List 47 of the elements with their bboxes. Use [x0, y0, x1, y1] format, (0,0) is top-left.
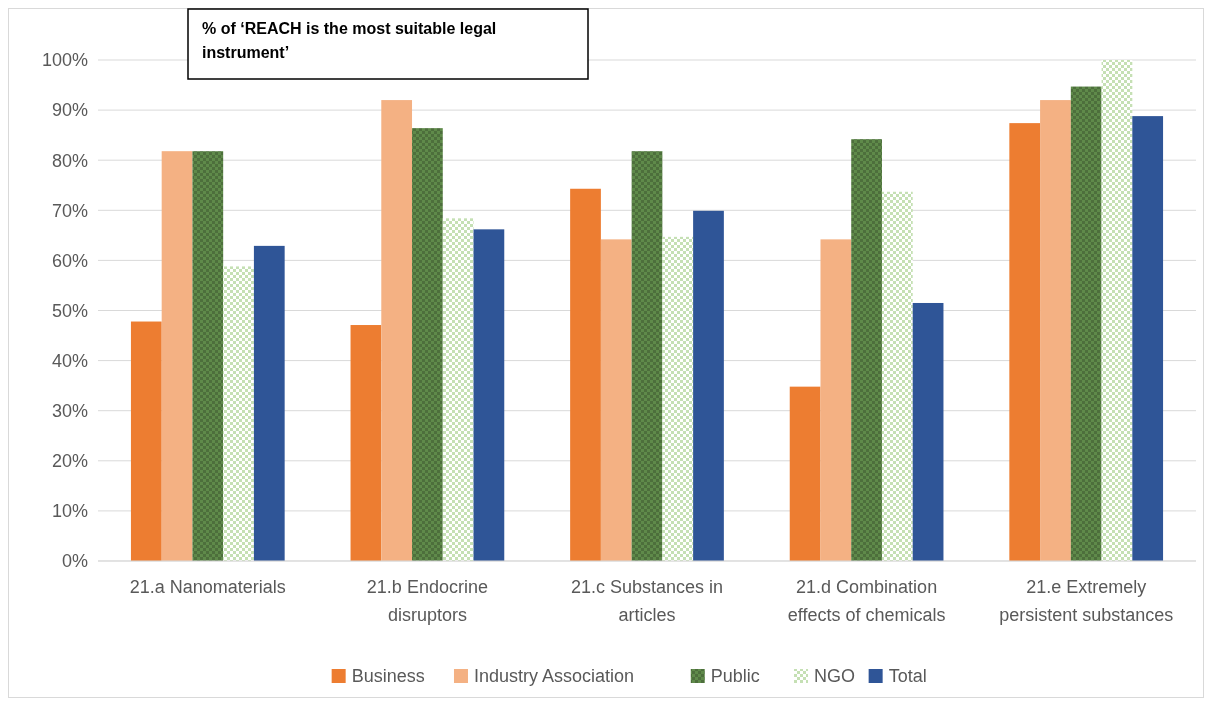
chart-title: % of ‘REACH is the most suitable legal instrument’ — [202, 20, 497, 61]
bar — [192, 151, 224, 561]
bar — [631, 151, 663, 561]
legend-label: Total — [888, 666, 927, 687]
bar — [442, 218, 474, 561]
y-tick-label: 40% — [51, 350, 88, 371]
bar — [820, 239, 852, 561]
bar — [600, 239, 632, 561]
bar — [1040, 100, 1071, 561]
bar — [1070, 86, 1102, 561]
bar — [912, 302, 944, 561]
bar — [473, 229, 505, 561]
legend-label: NGO — [814, 666, 856, 687]
bar — [570, 188, 601, 561]
y-tick-label: 20% — [51, 451, 88, 472]
bar — [851, 139, 882, 561]
y-tick-label: 80% — [51, 150, 88, 171]
bar — [223, 266, 254, 561]
legend-label: Business — [351, 666, 425, 687]
legend-label: Industry Association — [473, 666, 635, 687]
x-tick-label: 21.a Nanomaterials — [129, 577, 286, 597]
bar — [1132, 116, 1164, 561]
x-tick-label: 21.b Endocrine disruptors — [366, 577, 488, 625]
bar — [253, 245, 285, 561]
bar — [161, 151, 193, 561]
y-tick-label: 90% — [51, 100, 88, 121]
y-tick-label: 70% — [51, 200, 88, 221]
bar — [1009, 123, 1041, 561]
y-tick-label: 10% — [51, 501, 88, 522]
x-tick-label: 21.c Substances in articles — [570, 577, 724, 625]
bar — [1101, 60, 1133, 561]
x-tick-label: 21.d Combination effects of chemicals — [787, 577, 946, 625]
bar — [130, 321, 162, 561]
y-tick-label: 50% — [51, 300, 88, 321]
bar — [693, 210, 724, 561]
legend-label: Public — [710, 666, 760, 687]
bar — [412, 128, 443, 561]
y-tick-label: 100% — [41, 50, 88, 71]
y-tick-label: 30% — [51, 401, 88, 421]
y-tick-label: 60% — [51, 250, 88, 271]
bar — [662, 236, 694, 561]
bar — [381, 100, 413, 561]
bar — [881, 191, 913, 561]
y-tick-label: 0% — [61, 551, 88, 572]
bar — [789, 386, 821, 561]
x-tick-label: 21.e Extremely persistent substances — [999, 577, 1174, 625]
bar — [350, 325, 382, 561]
